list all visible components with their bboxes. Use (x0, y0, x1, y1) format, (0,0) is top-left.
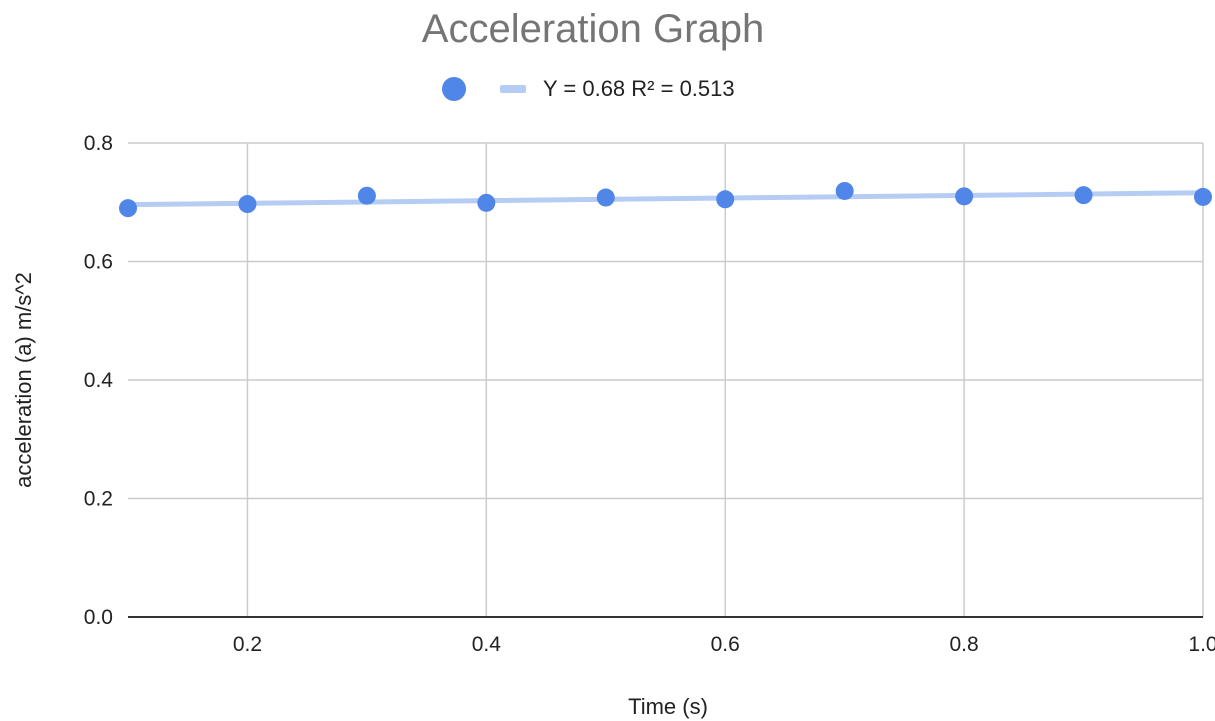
x-tick-label: 0.4 (472, 633, 502, 656)
data-points (119, 181, 1212, 218)
x-tick-label: 0.6 (711, 633, 740, 656)
legend-trendline-label: Y = 0.68 R² = 0.513 (543, 76, 735, 101)
y-tick-label: 0.6 (84, 251, 113, 274)
data-point (835, 181, 854, 200)
x-axis-label: Time (s) (628, 694, 708, 719)
data-point (1074, 186, 1093, 205)
y-tick-label: 0.2 (84, 488, 113, 511)
grid (128, 142, 1204, 617)
data-point (119, 199, 137, 218)
data-point (357, 186, 376, 205)
data-point (477, 193, 496, 212)
legend-trendline-swatch (500, 85, 526, 93)
x-tick-labels: 0.2 0.4 0.6 0.8 1.0 (233, 633, 1215, 656)
data-point (1194, 187, 1212, 206)
legend: Y = 0.68 R² = 0.513 (442, 76, 735, 101)
y-tick-label: 0.4 (84, 369, 114, 392)
data-point (596, 188, 615, 207)
y-tick-labels: 0.0 0.2 0.4 0.6 0.8 (84, 132, 114, 629)
trendline-layer (125, 190, 1206, 208)
y-axis-label: acceleration (a) m/s^2 (11, 272, 36, 488)
y-tick-label: 0.0 (84, 606, 113, 629)
x-tick-label: 0.8 (950, 633, 979, 656)
legend-series-marker (442, 77, 466, 101)
x-tick-label: 1.0 (1188, 633, 1215, 656)
data-point (955, 187, 974, 206)
trendline (125, 190, 1206, 208)
y-tick-label: 0.8 (84, 132, 113, 155)
chart-title: Acceleration Graph (422, 7, 764, 51)
data-point (238, 195, 257, 214)
data-point (716, 190, 735, 209)
x-tick-label: 0.2 (233, 633, 262, 656)
